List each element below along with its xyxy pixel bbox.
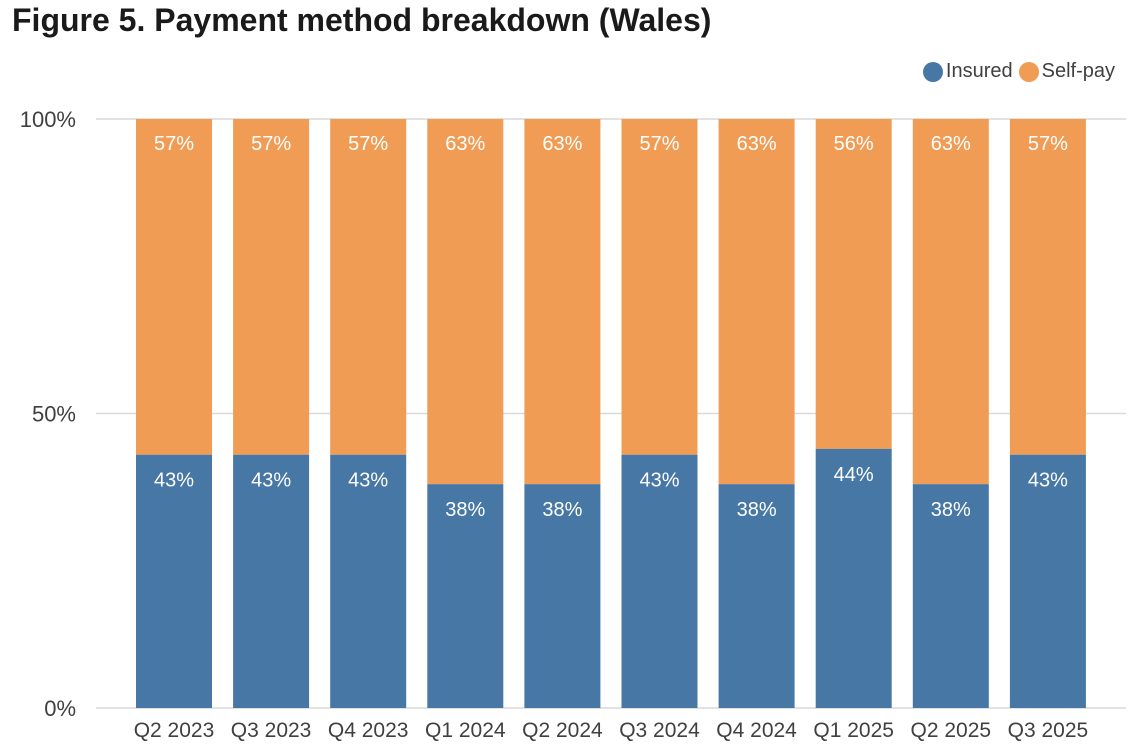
x-tick-label: Q1 2025	[813, 719, 894, 742]
bar-self-pay[interactable]	[815, 119, 892, 449]
legend-label-insured: Insured	[945, 60, 1013, 82]
bar-insured[interactable]	[136, 454, 212, 708]
x-tick-label: Q4 2024	[716, 719, 797, 742]
x-tick-label: Q2 2025	[911, 719, 992, 742]
bar-insured[interactable]	[1009, 454, 1086, 708]
data-label-insured: 43%	[639, 470, 679, 492]
y-tick-label: 50%	[32, 402, 76, 427]
legend-item-self-pay[interactable]: Self-pay	[1018, 60, 1117, 83]
bar-insured[interactable]	[815, 448, 892, 708]
x-tick-label: Q3 2025	[1008, 719, 1089, 742]
bar-insured[interactable]	[233, 454, 310, 708]
legend-item-insured[interactable]: Insured	[922, 60, 1015, 83]
bar-self-pay[interactable]	[330, 119, 407, 455]
legend-swatch-insured	[922, 61, 943, 82]
data-label-insured: 38%	[542, 499, 582, 521]
data-label-self-pay: 57%	[1028, 133, 1068, 155]
data-label-self-pay: 57%	[348, 133, 388, 155]
bar-self-pay[interactable]	[1009, 119, 1086, 455]
data-label-insured: 44%	[834, 464, 874, 486]
data-label-insured: 38%	[445, 499, 485, 521]
bar-self-pay[interactable]	[524, 119, 601, 485]
legend-label-self-pay: Self-pay	[1041, 60, 1115, 82]
x-tick-label: Q2 2024	[522, 719, 603, 742]
bar-self-pay[interactable]	[136, 119, 212, 455]
y-tick-label: 0%	[44, 696, 76, 721]
data-label-self-pay: 63%	[931, 133, 971, 155]
legend-swatch-self-pay	[1018, 61, 1039, 82]
data-label-insured: 43%	[348, 470, 388, 492]
x-tick-label: Q2 2023	[134, 719, 215, 742]
data-label-self-pay: 57%	[639, 133, 679, 155]
data-label-insured: 43%	[154, 470, 194, 492]
data-label-self-pay: 63%	[737, 133, 777, 155]
data-label-self-pay: 56%	[834, 133, 874, 155]
x-tick-label: Q3 2023	[231, 719, 312, 742]
chart-title: Figure 5. Payment method breakdown (Wale…	[12, 2, 712, 38]
bar-insured[interactable]	[718, 484, 795, 708]
bar-self-pay[interactable]	[718, 119, 795, 485]
data-label-insured: 43%	[1028, 470, 1068, 492]
data-label-self-pay: 63%	[445, 133, 485, 155]
data-label-insured: 38%	[931, 499, 971, 521]
x-tick-label: Q3 2024	[619, 719, 700, 742]
bar-insured[interactable]	[524, 484, 601, 708]
y-tick-label: 100%	[20, 107, 76, 132]
bar-self-pay[interactable]	[233, 119, 310, 455]
x-tick-label: Q1 2024	[425, 719, 506, 742]
bar-insured[interactable]	[912, 484, 989, 708]
data-label-insured: 43%	[251, 470, 291, 492]
data-label-self-pay: 57%	[154, 133, 194, 155]
legend: Insured Self-pay	[919, 60, 1117, 83]
data-label-self-pay: 57%	[251, 133, 291, 155]
bar-self-pay[interactable]	[621, 119, 698, 455]
data-label-insured: 38%	[737, 499, 777, 521]
bar-insured[interactable]	[330, 454, 407, 708]
data-label-self-pay: 63%	[542, 133, 582, 155]
bar-insured[interactable]	[427, 484, 504, 708]
bar-insured[interactable]	[621, 454, 698, 708]
bar-self-pay[interactable]	[912, 119, 989, 485]
x-tick-label: Q4 2023	[328, 719, 409, 742]
bar-self-pay[interactable]	[427, 119, 504, 485]
